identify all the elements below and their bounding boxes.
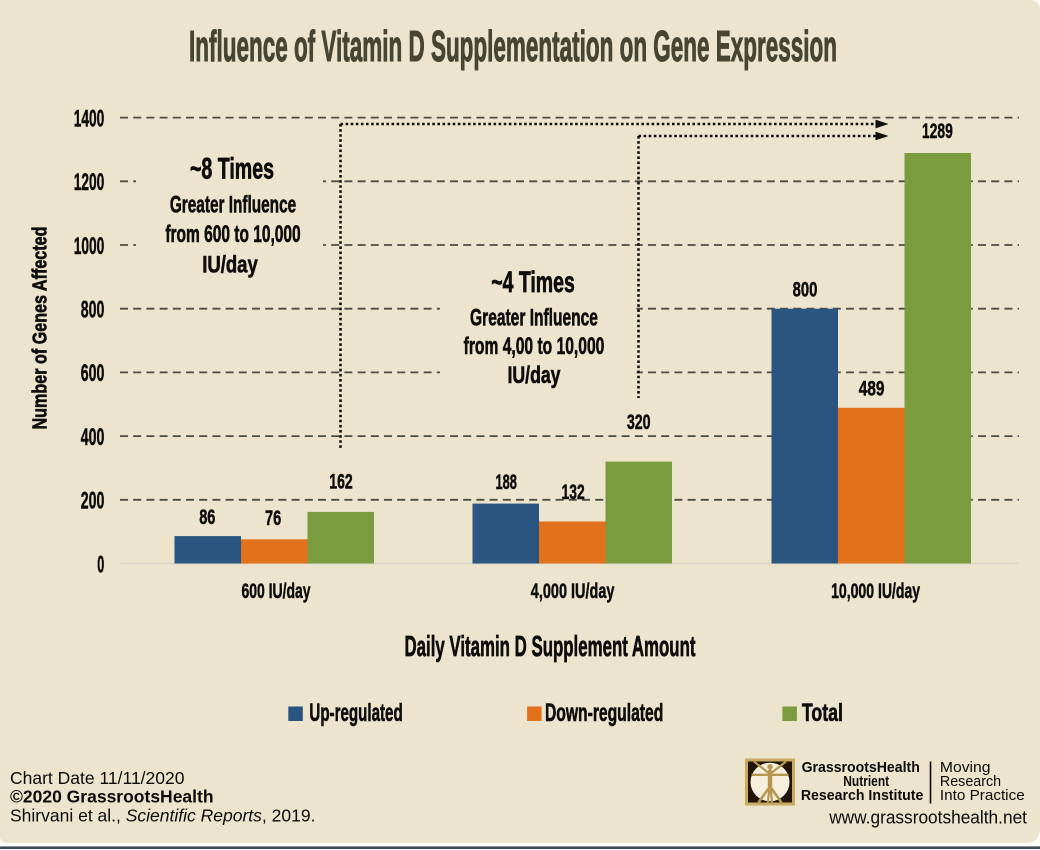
svg-text:188: 188: [495, 471, 517, 494]
svg-text:Shirvani et al., Scientific Re: Shirvani et al., Scientific Reports, 201…: [10, 806, 315, 826]
svg-text:Daily Vitamin D Supplement Amo: Daily Vitamin D Supplement Amount: [405, 631, 696, 663]
svg-text:IU/day: IU/day: [202, 252, 258, 278]
svg-text:132: 132: [562, 481, 585, 504]
svg-text:800: 800: [793, 279, 818, 302]
svg-text:Moving: Moving: [940, 760, 991, 776]
svg-text:Greater Influence: Greater Influence: [170, 193, 296, 219]
svg-text:800: 800: [81, 297, 105, 324]
svg-text:4,000 IU/day: 4,000 IU/day: [531, 580, 615, 603]
svg-text:Number of Genes Affected: Number of Genes Affected: [30, 227, 52, 430]
svg-text:1200: 1200: [74, 169, 105, 196]
svg-text:Research Institute: Research Institute: [801, 788, 924, 804]
svg-text:1289: 1289: [922, 120, 953, 143]
svg-text:Total: Total: [802, 699, 843, 727]
svg-text:from 600 to 10,000: from 600 to 10,000: [165, 222, 300, 248]
svg-text:IU/day: IU/day: [508, 363, 561, 389]
svg-text:86: 86: [199, 506, 215, 529]
svg-text:600 IU/day: 600 IU/day: [242, 580, 311, 603]
svg-text:489: 489: [859, 377, 885, 400]
svg-text:Down-regulated: Down-regulated: [545, 699, 663, 727]
svg-text:www.grassrootshealth.net: www.grassrootshealth.net: [828, 806, 1027, 827]
svg-text:Chart Date 11/11/2020: Chart Date 11/11/2020: [10, 768, 185, 788]
svg-text:10,000 IU/day: 10,000 IU/day: [831, 580, 920, 603]
svg-text:400: 400: [81, 424, 105, 451]
svg-text:Research: Research: [940, 774, 1001, 790]
svg-text:Into Practice: Into Practice: [940, 788, 1025, 804]
svg-text:©2020 GrassrootsHealth: ©2020 GrassrootsHealth: [10, 787, 214, 807]
svg-text:from 4,00 to 10,000: from 4,00 to 10,000: [464, 334, 605, 360]
svg-text:1000: 1000: [74, 233, 105, 260]
svg-text:Up-regulated: Up-regulated: [309, 699, 402, 727]
svg-text:600: 600: [81, 360, 105, 387]
svg-text:Nutrient: Nutrient: [843, 774, 889, 790]
svg-text:~4 Times: ~4 Times: [491, 267, 575, 299]
svg-text:76: 76: [265, 507, 281, 530]
svg-text:GrassrootsHealth: GrassrootsHealth: [802, 760, 920, 776]
svg-text:162: 162: [329, 471, 353, 494]
svg-text:200: 200: [81, 488, 105, 515]
svg-text:0: 0: [97, 551, 104, 578]
svg-text:~8 Times: ~8 Times: [190, 153, 274, 185]
svg-text:Greater Influence: Greater Influence: [470, 306, 598, 332]
svg-text:1400: 1400: [74, 105, 105, 132]
svg-text:320: 320: [627, 411, 651, 434]
svg-text:Influence of Vitamin D Supplem: Influence of Vitamin D Supplementation o…: [189, 23, 837, 71]
